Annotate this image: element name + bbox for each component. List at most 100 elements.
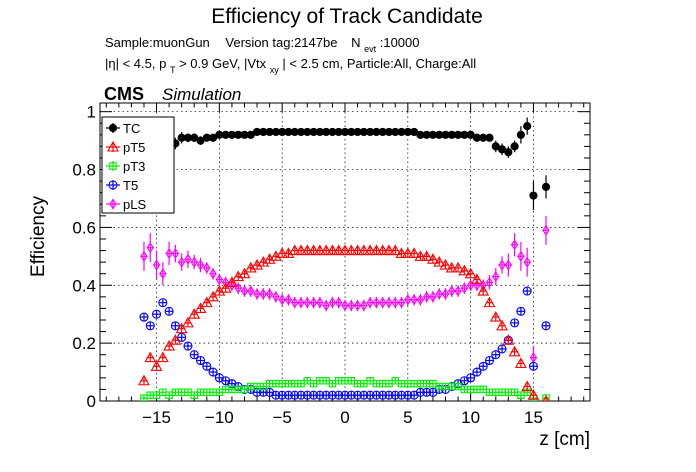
data-point: [209, 268, 217, 280]
data-point: [309, 297, 318, 309]
data-point: [203, 262, 211, 274]
data-point: [196, 259, 205, 271]
legend: TC pT5 pT3 T5 pLS: [106, 121, 146, 212]
legend-box: [101, 116, 175, 214]
data-point: [401, 247, 414, 258]
data-point: [404, 294, 412, 306]
data-point: [228, 279, 236, 291]
y-tick-label: 0.4: [72, 276, 96, 295]
y-axis-title: Efficiency: [28, 196, 49, 277]
data-point: [347, 300, 355, 312]
data-point: [379, 297, 387, 309]
data-point: [253, 288, 261, 300]
data-point: [383, 244, 395, 256]
data-point: [523, 256, 531, 268]
data-point: [466, 373, 476, 383]
cms-label: CMS: [104, 84, 144, 104]
data-point: [416, 294, 425, 306]
data-point: [165, 247, 173, 259]
data-point: [207, 290, 220, 302]
data-point: [156, 351, 169, 363]
data-point: [510, 318, 520, 328]
data-point: [448, 285, 456, 297]
data-point: [485, 133, 494, 142]
data-point: [335, 297, 343, 309]
legend-label: pT3: [123, 159, 145, 174]
simulation-label: Simulation: [162, 85, 241, 104]
data-point: [521, 380, 534, 392]
data-point: [182, 316, 194, 328]
data-point: [316, 297, 324, 309]
data-point: [353, 300, 362, 312]
data-point: [150, 360, 163, 371]
data-point: [397, 297, 406, 309]
series-layer: [138, 117, 551, 401]
data-point: [145, 321, 155, 331]
subtitle-line-1: Sample:muonGun Version tag:2147be N evt …: [105, 35, 420, 55]
data-point: [478, 361, 488, 371]
data-point: [326, 244, 339, 256]
data-point: [194, 302, 207, 313]
y-tick-label: 0: [87, 392, 96, 411]
subtitle-eta: |η| < 4.5, p: [105, 56, 166, 71]
data-point: [138, 374, 150, 386]
data-point: [158, 298, 168, 308]
chart-title: Efficiency of Track Candidate: [211, 5, 483, 28]
data-point: [190, 256, 198, 268]
data-point: [510, 239, 519, 251]
data-point: [219, 282, 232, 293]
data-point: [144, 351, 157, 363]
data-point: [238, 267, 251, 279]
data-point: [175, 322, 188, 334]
subtitle-version: Version tag:2147be: [225, 35, 337, 50]
data-point: [389, 244, 402, 256]
data-point: [276, 247, 289, 258]
x-tick-label: 15: [524, 408, 543, 427]
legend-marker: [108, 123, 118, 133]
y-tick-label: 0.6: [72, 218, 96, 237]
data-point: [489, 310, 502, 322]
data-point: [345, 244, 358, 256]
data-point: [542, 224, 550, 236]
data-point: [265, 288, 274, 300]
data-point: [195, 355, 206, 366]
x-tick-label: 5: [403, 408, 412, 427]
data-point: [297, 297, 305, 309]
data-point: [278, 294, 286, 306]
data-point: [516, 306, 526, 316]
data-point: [259, 288, 267, 300]
data-point: [288, 244, 301, 256]
data-point: [301, 244, 314, 256]
data-point: [504, 259, 512, 271]
subtitle-pt-sub: T: [170, 65, 176, 75]
data-point: [360, 300, 368, 312]
data-point: [313, 244, 326, 256]
data-point: [169, 334, 182, 345]
data-point: [454, 285, 462, 297]
x-tick-label: −15: [142, 408, 171, 427]
data-point: [427, 253, 439, 264]
data-point: [139, 312, 149, 322]
data-point: [464, 267, 477, 279]
data-point: [376, 244, 389, 256]
data-point: [146, 242, 154, 254]
data-point: [366, 297, 374, 309]
x-tick-label: 10: [461, 408, 480, 427]
data-point: [472, 367, 482, 377]
data-point: [508, 345, 521, 357]
data-point: [435, 288, 443, 300]
data-point: [225, 276, 238, 287]
data-point: [391, 297, 399, 309]
legend-label: T5: [123, 178, 138, 193]
data-point: [163, 339, 176, 351]
data-point: [470, 273, 483, 285]
data-point: [208, 367, 218, 377]
data-point: [414, 250, 427, 261]
data-point: [170, 321, 180, 331]
data-point: [522, 286, 532, 296]
data-point: [429, 291, 437, 303]
data-point: [189, 350, 199, 360]
data-point: [483, 296, 496, 308]
legend-marker: [109, 162, 117, 170]
